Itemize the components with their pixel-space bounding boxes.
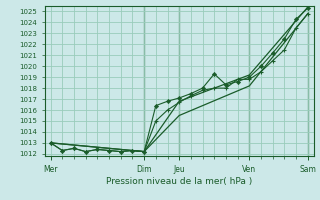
X-axis label: Pression niveau de la mer( hPa ): Pression niveau de la mer( hPa ): [106, 177, 252, 186]
